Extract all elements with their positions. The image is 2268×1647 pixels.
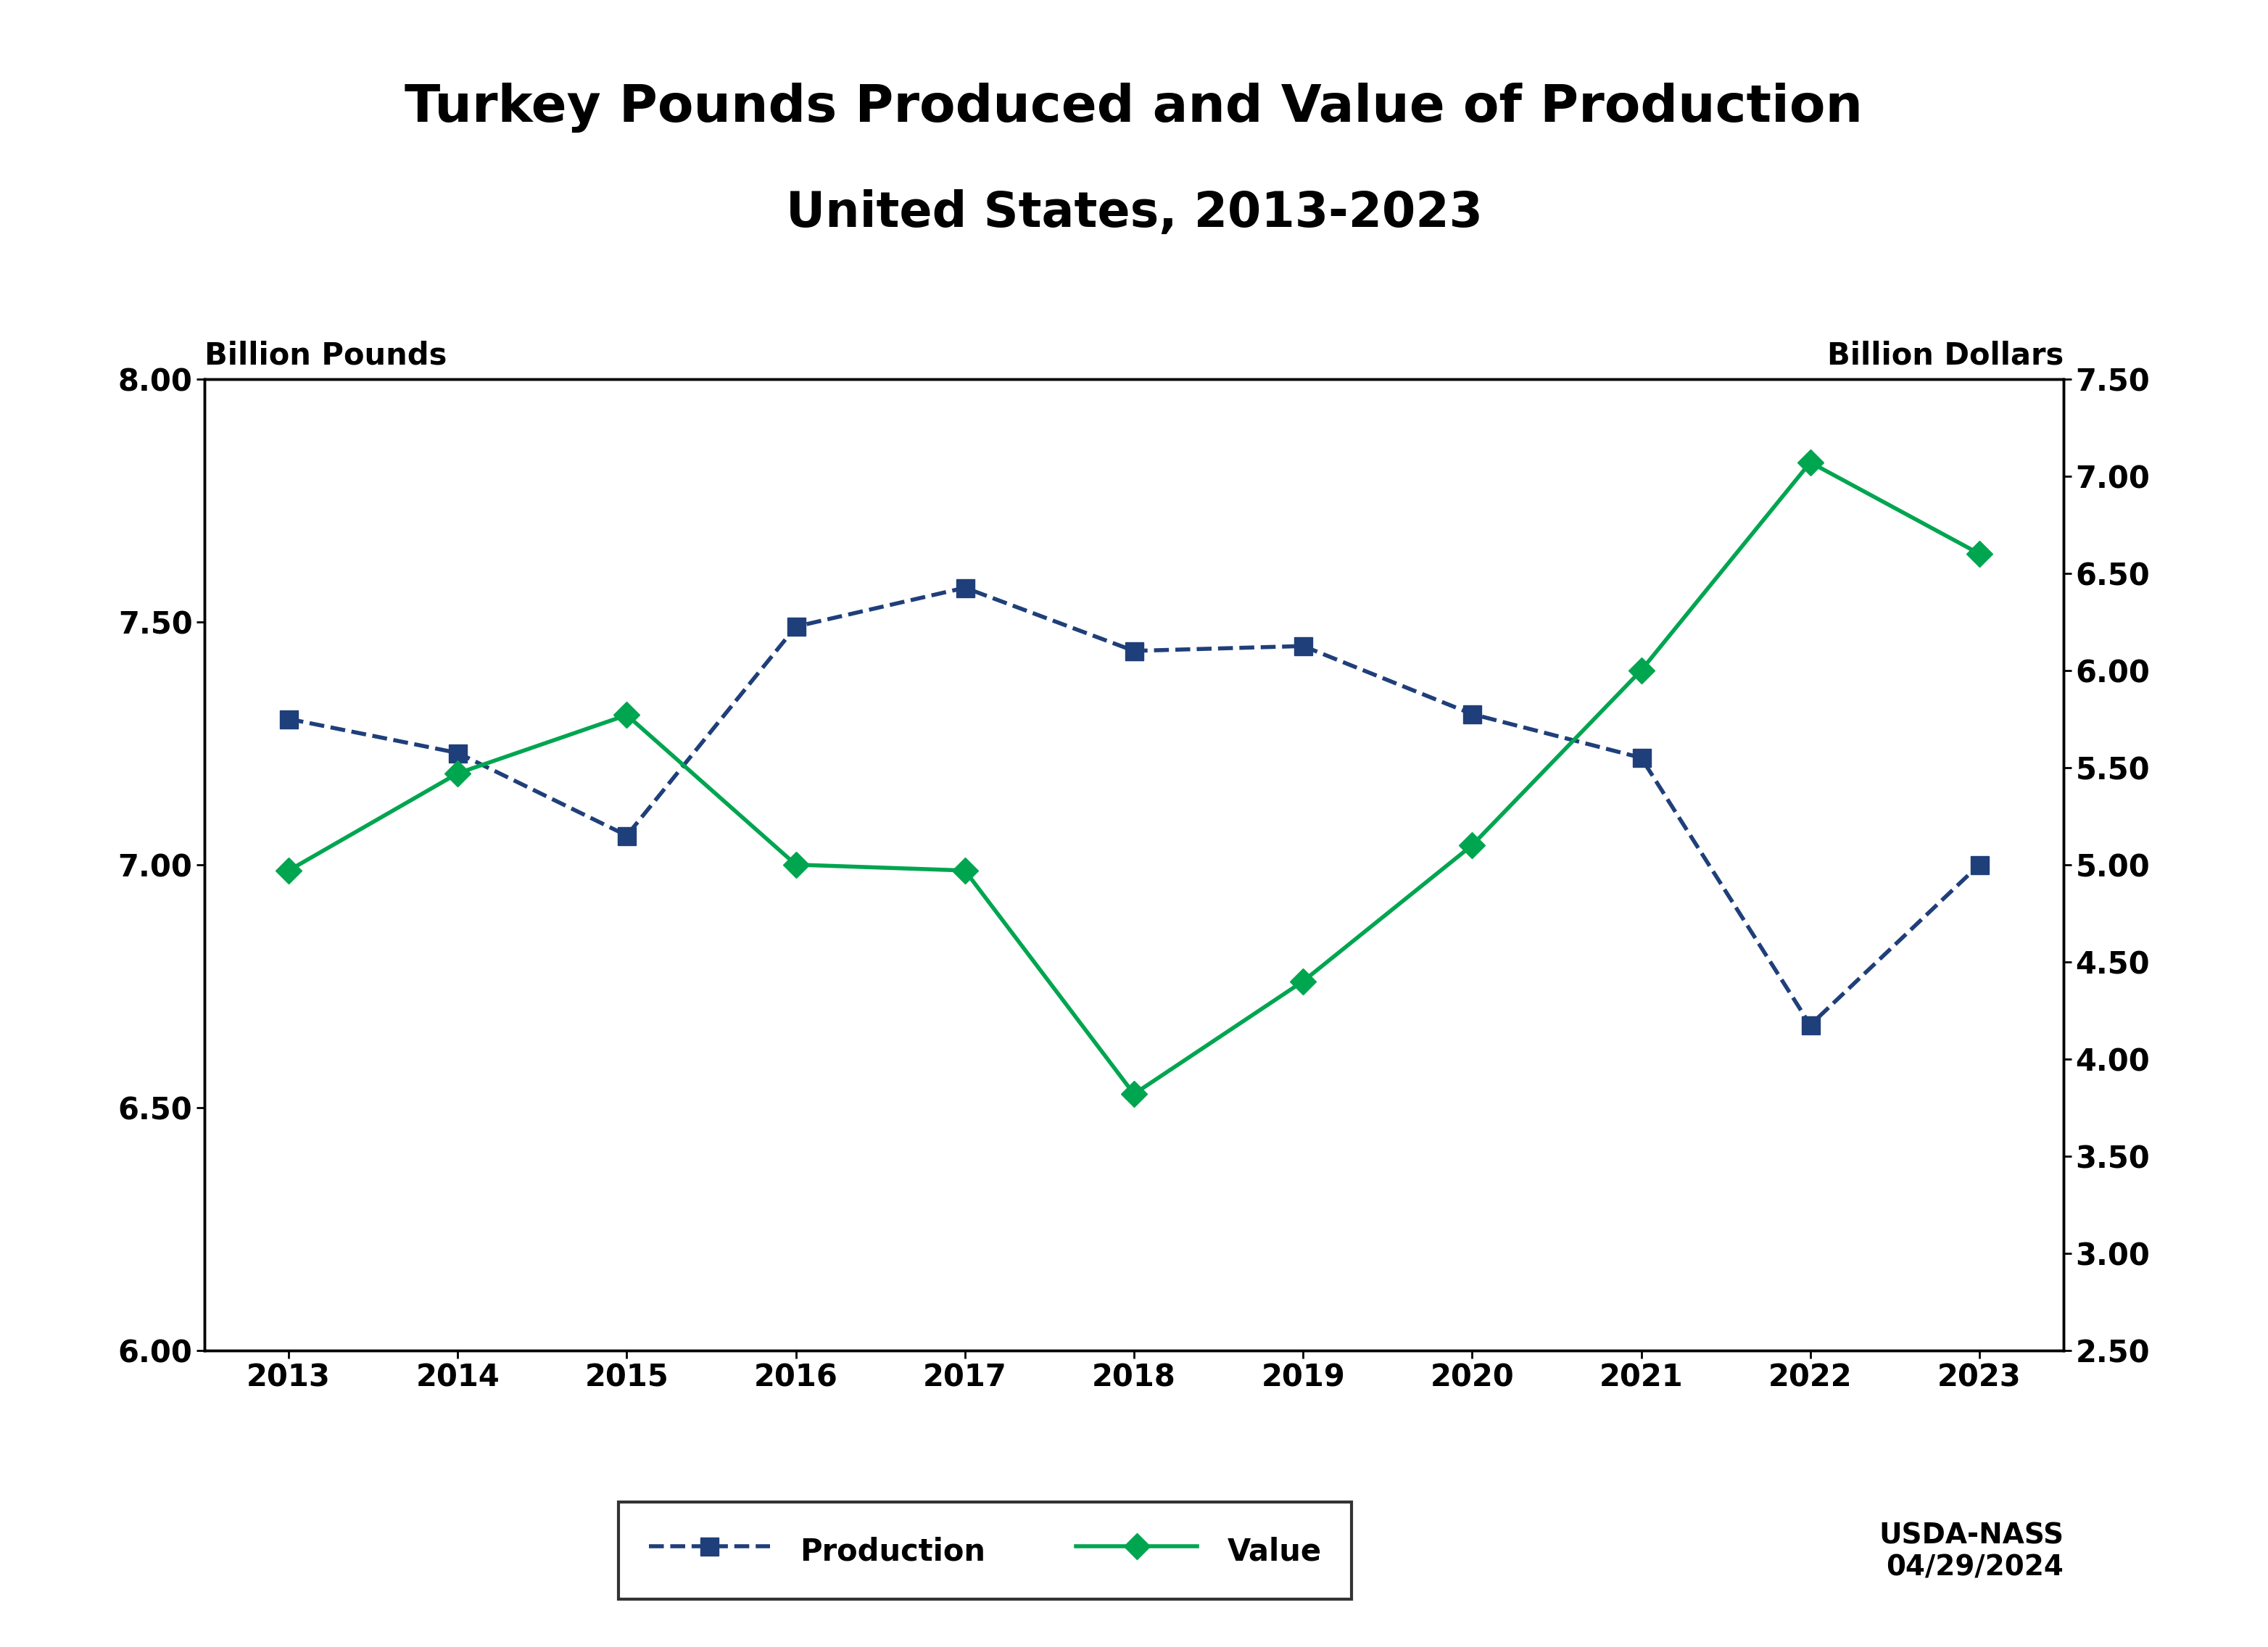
Legend: Production, Value: Production, Value <box>619 1502 1352 1599</box>
Value <box>1796 453 1823 473</box>
Value <box>782 855 810 875</box>
Text: USDA-NASS
04/29/2024: USDA-NASS 04/29/2024 <box>1878 1522 2064 1581</box>
Production <box>1290 636 1318 656</box>
Text: Billion Pounds: Billion Pounds <box>204 341 447 371</box>
Production <box>274 708 302 728</box>
Value <box>1628 660 1656 680</box>
Value <box>1458 835 1486 855</box>
Text: United States, 2013-2023: United States, 2013-2023 <box>785 189 1483 237</box>
Value <box>445 764 472 784</box>
Production <box>1966 855 1994 875</box>
Production <box>950 578 978 598</box>
Production <box>445 743 472 763</box>
Production <box>1628 748 1656 768</box>
Production <box>1120 641 1148 660</box>
Value <box>274 861 302 881</box>
Text: Billion Dollars: Billion Dollars <box>1828 341 2064 371</box>
Value <box>1120 1084 1148 1103</box>
Line: Production: Production <box>279 578 1989 1034</box>
Value <box>1290 972 1318 991</box>
Text: Turkey Pounds Produced and Value of Production: Turkey Pounds Produced and Value of Prod… <box>406 82 1862 132</box>
Production <box>1458 705 1486 725</box>
Production <box>1796 1015 1823 1034</box>
Value <box>612 705 640 725</box>
Production <box>782 616 810 636</box>
Value <box>1966 544 1994 563</box>
Value <box>950 861 978 881</box>
Line: Value: Value <box>279 453 1989 1103</box>
Production <box>612 825 640 845</box>
